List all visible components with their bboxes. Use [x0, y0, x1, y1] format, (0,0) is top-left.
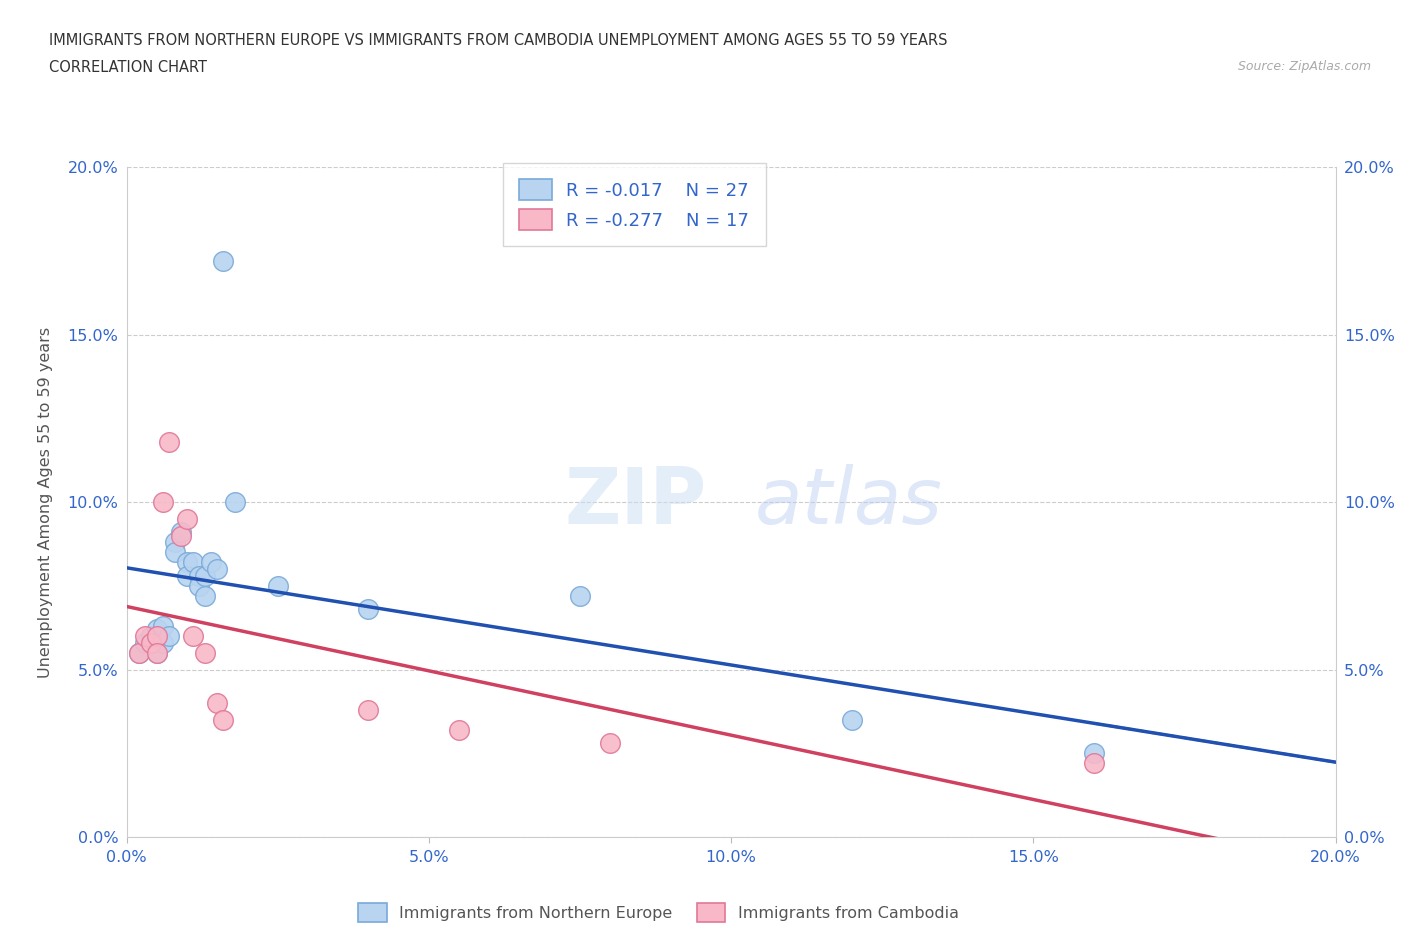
Point [212, 254, 235, 269]
Point [841, 712, 863, 727]
Text: CORRELATION CHART: CORRELATION CHART [49, 60, 207, 75]
Point [447, 723, 470, 737]
Point [163, 535, 186, 550]
Point [176, 512, 198, 526]
Point [1083, 746, 1105, 761]
Point [170, 525, 193, 539]
Point [194, 568, 217, 583]
Point [188, 578, 211, 593]
Legend: Immigrants from Northern Europe, Immigrants from Cambodia: Immigrants from Northern Europe, Immigra… [350, 896, 967, 930]
Point [181, 629, 204, 644]
Point [157, 629, 180, 644]
Point [146, 622, 169, 637]
Point [176, 568, 198, 583]
Text: ZIP: ZIP [565, 464, 707, 540]
Point [152, 618, 174, 633]
Point [267, 578, 290, 593]
Point [139, 629, 162, 644]
Point [205, 696, 228, 711]
Point [139, 635, 162, 650]
Point [212, 712, 235, 727]
Point [188, 568, 211, 583]
Point [163, 545, 186, 560]
Point [194, 589, 217, 604]
Point [599, 736, 621, 751]
Text: IMMIGRANTS FROM NORTHERN EUROPE VS IMMIGRANTS FROM CAMBODIA UNEMPLOYMENT AMONG A: IMMIGRANTS FROM NORTHERN EUROPE VS IMMIG… [49, 33, 948, 47]
Point [146, 645, 169, 660]
Point [146, 645, 169, 660]
Point [134, 629, 156, 644]
Point [170, 528, 193, 543]
Point [176, 555, 198, 570]
Point [357, 602, 380, 617]
Point [1083, 756, 1105, 771]
Point [152, 635, 174, 650]
Y-axis label: Unemployment Among Ages 55 to 59 years: Unemployment Among Ages 55 to 59 years [38, 326, 53, 678]
Point [128, 645, 150, 660]
Point [357, 702, 380, 717]
Point [152, 495, 174, 510]
Point [568, 589, 592, 604]
Point [157, 434, 180, 449]
Point [224, 495, 246, 510]
Point [194, 645, 217, 660]
Text: atlas: atlas [755, 464, 943, 540]
Text: Source: ZipAtlas.com: Source: ZipAtlas.com [1237, 60, 1371, 73]
Point [146, 629, 169, 644]
Point [181, 555, 204, 570]
Point [134, 635, 156, 650]
Point [200, 555, 222, 570]
Point [205, 562, 228, 577]
Point [128, 645, 150, 660]
